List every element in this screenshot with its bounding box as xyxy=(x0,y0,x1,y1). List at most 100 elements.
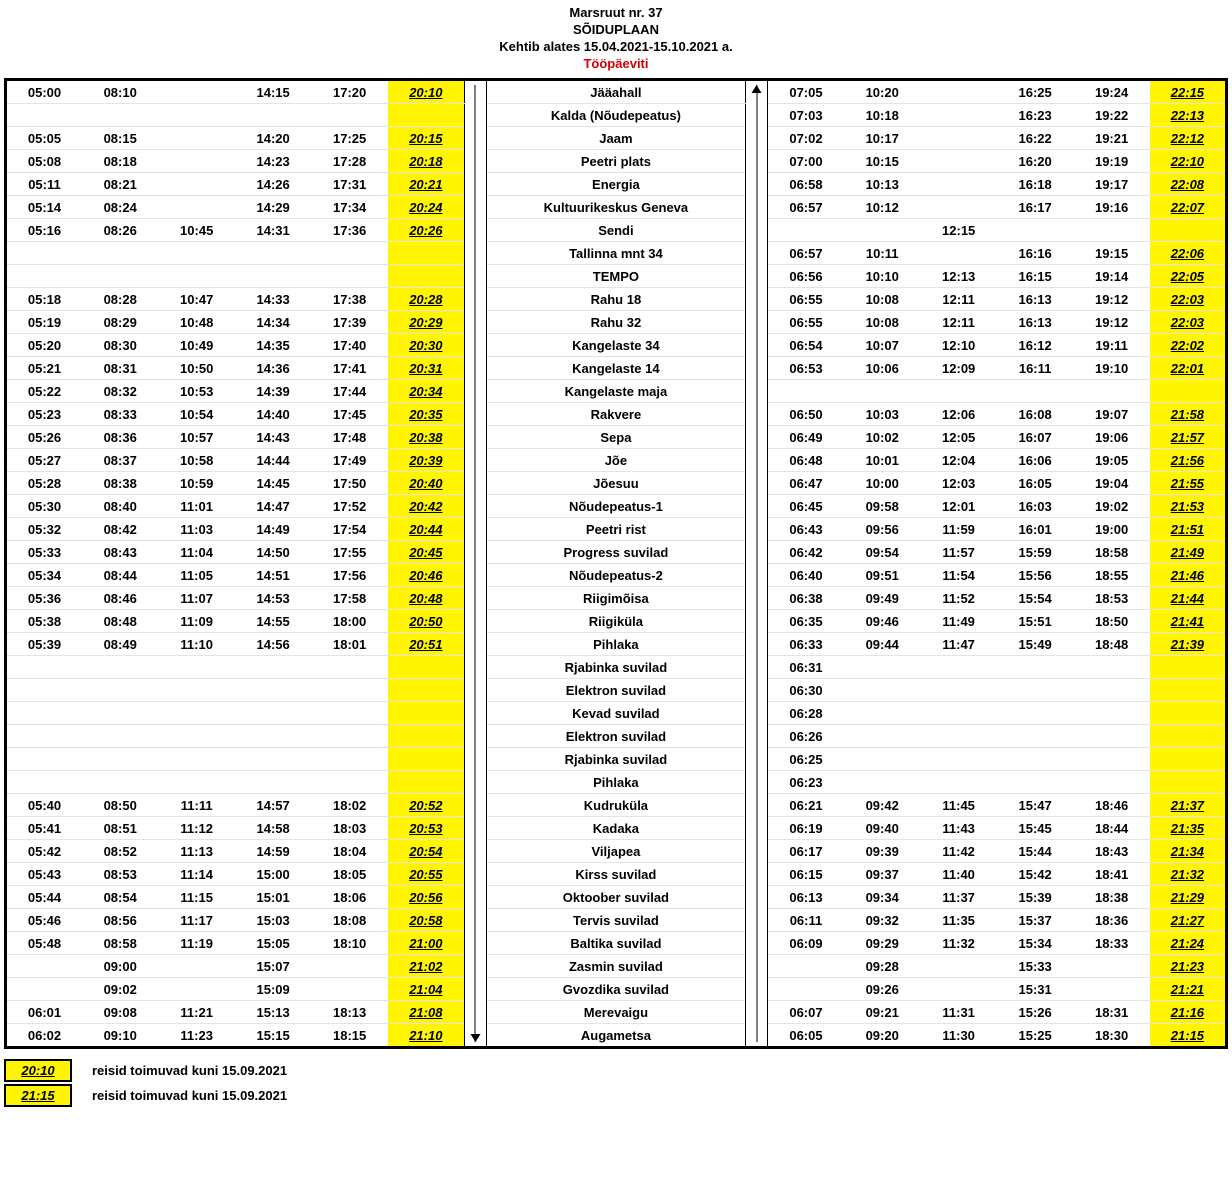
time-cell: 11:45 xyxy=(920,794,996,817)
time-cell xyxy=(920,702,996,725)
time-cell: 15:31 xyxy=(997,978,1073,1001)
time-cell: 10:07 xyxy=(844,334,920,357)
time-cell xyxy=(1073,978,1149,1001)
time-cell: 18:55 xyxy=(1073,564,1149,587)
time-cell: 08:49 xyxy=(82,633,158,656)
stop-name: Riigiküla xyxy=(486,610,745,633)
time-cell: 18:10 xyxy=(311,932,387,955)
time-cell: 06:28 xyxy=(767,702,843,725)
time-cell xyxy=(158,679,234,702)
time-cell: 15:47 xyxy=(997,794,1073,817)
time-cell: 14:23 xyxy=(235,150,311,173)
time-cell: 11:15 xyxy=(158,886,234,909)
stop-name: Elektron suvilad xyxy=(486,679,745,702)
arrow-down xyxy=(464,80,486,1048)
time-cell: 19:24 xyxy=(1073,80,1149,104)
time-cell: 20:21 xyxy=(388,173,464,196)
time-cell: 21:21 xyxy=(1150,978,1227,1001)
time-cell: 16:22 xyxy=(997,127,1073,150)
time-cell: 21:41 xyxy=(1150,610,1227,633)
time-cell: 14:53 xyxy=(235,587,311,610)
stop-name: Jaam xyxy=(486,127,745,150)
time-cell: 11:13 xyxy=(158,840,234,863)
time-cell xyxy=(235,656,311,679)
time-cell: 09:44 xyxy=(844,633,920,656)
time-cell: 15:00 xyxy=(235,863,311,886)
time-cell: 22:15 xyxy=(1150,80,1227,104)
time-cell: 10:59 xyxy=(158,472,234,495)
time-cell: 18:13 xyxy=(311,1001,387,1024)
time-cell xyxy=(388,679,464,702)
time-cell xyxy=(388,771,464,794)
time-cell xyxy=(920,150,996,173)
time-cell: 09:46 xyxy=(844,610,920,633)
time-cell: 17:41 xyxy=(311,357,387,380)
time-cell xyxy=(6,265,82,288)
time-cell xyxy=(82,702,158,725)
time-cell: 22:01 xyxy=(1150,357,1227,380)
time-cell: 20:45 xyxy=(388,541,464,564)
time-cell: 06:31 xyxy=(767,656,843,679)
time-cell: 19:05 xyxy=(1073,449,1149,472)
time-cell: 19:12 xyxy=(1073,311,1149,334)
time-cell: 05:11 xyxy=(6,173,82,196)
time-cell: 06:07 xyxy=(767,1001,843,1024)
time-cell: 21:32 xyxy=(1150,863,1227,886)
time-cell: 21:34 xyxy=(1150,840,1227,863)
time-cell: 14:40 xyxy=(235,403,311,426)
time-cell: 20:44 xyxy=(388,518,464,541)
time-cell: 06:54 xyxy=(767,334,843,357)
time-cell: 10:18 xyxy=(844,104,920,127)
time-cell: 20:48 xyxy=(388,587,464,610)
time-cell: 06:45 xyxy=(767,495,843,518)
time-cell: 14:15 xyxy=(235,80,311,104)
time-cell xyxy=(158,150,234,173)
time-cell: 21:49 xyxy=(1150,541,1227,564)
time-cell: 14:57 xyxy=(235,794,311,817)
time-cell: 17:54 xyxy=(311,518,387,541)
time-cell xyxy=(920,242,996,265)
time-cell: 15:13 xyxy=(235,1001,311,1024)
time-cell xyxy=(920,380,996,403)
time-cell xyxy=(1073,679,1149,702)
time-cell xyxy=(158,978,234,1001)
time-cell: 14:20 xyxy=(235,127,311,150)
time-cell: 06:02 xyxy=(6,1024,82,1048)
time-cell xyxy=(388,242,464,265)
time-cell: 10:45 xyxy=(158,219,234,242)
stop-name: Rahu 32 xyxy=(486,311,745,334)
time-cell: 07:02 xyxy=(767,127,843,150)
time-cell: 18:50 xyxy=(1073,610,1149,633)
time-cell xyxy=(920,725,996,748)
time-cell: 21:15 xyxy=(1150,1024,1227,1048)
time-cell: 19:10 xyxy=(1073,357,1149,380)
time-cell: 17:56 xyxy=(311,564,387,587)
time-cell: 12:11 xyxy=(920,311,996,334)
stop-name: Viljapea xyxy=(486,840,745,863)
time-cell xyxy=(6,771,82,794)
time-cell: 21:53 xyxy=(1150,495,1227,518)
time-cell: 22:12 xyxy=(1150,127,1227,150)
time-cell: 06:57 xyxy=(767,242,843,265)
time-cell: 05:30 xyxy=(6,495,82,518)
time-cell: 18:01 xyxy=(311,633,387,656)
stop-name: Rakvere xyxy=(486,403,745,426)
time-cell: 20:55 xyxy=(388,863,464,886)
time-cell xyxy=(920,127,996,150)
time-cell: 08:32 xyxy=(82,380,158,403)
time-cell: 20:26 xyxy=(388,219,464,242)
stop-name: Pihlaka xyxy=(486,771,745,794)
time-cell xyxy=(997,702,1073,725)
time-cell xyxy=(311,242,387,265)
time-cell: 22:05 xyxy=(1150,265,1227,288)
time-cell: 08:50 xyxy=(82,794,158,817)
time-cell: 14:44 xyxy=(235,449,311,472)
time-cell: 08:31 xyxy=(82,357,158,380)
time-cell: 09:21 xyxy=(844,1001,920,1024)
time-cell xyxy=(388,265,464,288)
time-cell: 16:11 xyxy=(997,357,1073,380)
time-cell: 12:06 xyxy=(920,403,996,426)
time-cell: 18:08 xyxy=(311,909,387,932)
time-cell: 08:51 xyxy=(82,817,158,840)
time-cell xyxy=(235,725,311,748)
